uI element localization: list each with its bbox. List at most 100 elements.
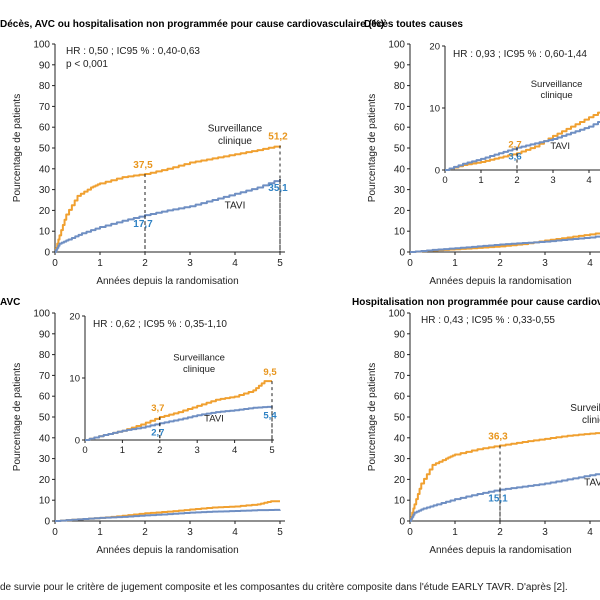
inset-series-label: TAVI [204, 413, 224, 424]
y-tick-label: 70 [39, 371, 51, 382]
y-tick-label: 80 [394, 350, 406, 361]
y-tick-label: 90 [394, 60, 406, 71]
inset-x-tick-label: 1 [478, 175, 483, 186]
y-tick-label: 70 [39, 102, 51, 113]
chart-hospitalisation: 0 10 20 30 40 50 60 70 80 90 100 0 1 2 3 4 Pourcentage d… [367, 309, 600, 556]
inset-series-line-surveillance [445, 111, 600, 171]
inset-x-tick-label: 1 [120, 445, 125, 456]
y-tick-label: 0 [44, 517, 50, 528]
y-tick-label: 40 [394, 433, 406, 444]
chart3-title: AVC [0, 297, 20, 308]
chart2-title: Décès toutes causes [364, 19, 463, 30]
inset-x-tick-label: 4 [232, 445, 237, 456]
inset-x-tick-label: 0 [442, 175, 447, 186]
inset-hr-text: HR : 0,93 ; IC95 % : 0,60-1,44 [453, 49, 587, 60]
inset-x-tick-label: 5 [269, 445, 274, 456]
y-tick-label: 100 [33, 309, 50, 320]
x-tick-label: 2 [497, 527, 503, 538]
y-tick-label: 30 [394, 185, 406, 196]
figure-caption: de survie pour le critère de jugement co… [0, 582, 568, 593]
x-tick-label: 4 [232, 258, 238, 269]
inset-series-line-tavi [445, 120, 600, 171]
series-line-tavi [55, 508, 281, 522]
x-tick-label: 5 [277, 527, 283, 538]
x-tick-label: 3 [187, 527, 193, 538]
y-tick-label: 90 [394, 329, 406, 340]
inset-x-tick-label: 0 [82, 445, 87, 456]
inset-series-line-tavi [85, 405, 273, 441]
y-tick-label: 30 [39, 185, 51, 196]
x-tick-label: 0 [52, 258, 58, 269]
inset-x-tick-label: 3 [195, 445, 200, 456]
inset-x-tick-label: 3 [550, 175, 555, 186]
x-tick-label: 1 [97, 258, 103, 269]
x-tick-label: 0 [52, 527, 58, 538]
y-tick-label: 10 [394, 227, 406, 238]
y-tick-label: 50 [394, 144, 406, 155]
chart-composite: 0 10 20 30 40 50 60 70 80 90 100 0 1 2 3 4 5 Pourcentage … [12, 40, 288, 288]
chart1-title: Décès, AVC ou hospitalisation non progra… [0, 19, 384, 30]
inset-y-tick-label: 20 [69, 312, 80, 323]
series-label: Surveillan [570, 403, 600, 414]
x-tick-label: 4 [587, 527, 593, 538]
series-label: clinique [218, 136, 252, 147]
y-tick-label: 80 [39, 350, 51, 361]
y-tick-label: 80 [394, 81, 406, 92]
chart4-title: Hospitalisation non programmée pour caus… [352, 297, 600, 308]
x-axis-label: Années depuis la randomisation [429, 545, 571, 556]
y-tick-label: 0 [399, 248, 405, 259]
x-tick-label: 4 [587, 258, 593, 269]
inset-y-tick-label: 0 [435, 166, 440, 177]
inset-y-tick-label: 10 [69, 374, 80, 385]
y-tick-label: 0 [44, 248, 50, 259]
y-tick-label: 50 [39, 144, 51, 155]
y-tick-label: 100 [33, 40, 50, 51]
series-line-tavi [410, 235, 600, 253]
series-label: TAVI [225, 200, 246, 211]
inset-series-label: clinique [183, 364, 215, 375]
y-axis-label: Pourcentage de patients [367, 94, 378, 202]
annotation-value: 51,2 [268, 132, 288, 143]
x-axis-label: Années depuis la randomisation [96, 276, 238, 287]
inset-series-label: clinique [540, 90, 572, 101]
inset-x-tick-label: 2 [157, 445, 162, 456]
y-axis-label: Pourcentage de patients [367, 363, 378, 471]
x-tick-label: 0 [407, 527, 413, 538]
x-tick-label: 2 [497, 258, 503, 269]
hr-text: HR : 0,50 ; IC95 % : 0,40-0,63 [66, 46, 200, 57]
x-tick-label: 3 [542, 527, 548, 538]
y-tick-label: 10 [39, 227, 51, 238]
y-tick-label: 20 [394, 206, 406, 217]
inset-annotation-value: 3,6 [508, 152, 521, 163]
y-tick-label: 20 [39, 206, 51, 217]
x-tick-label: 2 [142, 258, 148, 269]
y-tick-label: 100 [388, 309, 405, 320]
inset-y-tick-label: 10 [429, 104, 440, 115]
y-tick-label: 60 [39, 123, 51, 134]
y-tick-label: 0 [399, 517, 405, 528]
inset-x-tick-label: 4 [586, 175, 591, 186]
annotation-value: 36,3 [488, 431, 508, 442]
y-tick-label: 70 [394, 102, 406, 113]
annotation-value: 37,5 [133, 160, 153, 171]
y-tick-label: 100 [388, 40, 405, 51]
inset-x-tick-label: 2 [514, 175, 519, 186]
y-axis-label: Pourcentage de patients [12, 94, 23, 202]
x-tick-label: 2 [142, 527, 148, 538]
inset-series-label: Surveillance [531, 79, 583, 90]
series-line-surveillance [410, 432, 600, 522]
y-tick-label: 80 [39, 81, 51, 92]
inset-series-label: Surveillance [173, 353, 225, 364]
x-tick-label: 3 [187, 258, 193, 269]
y-tick-label: 70 [394, 371, 406, 382]
inset-series-label: TAVI [550, 141, 570, 152]
x-tick-label: 1 [97, 527, 103, 538]
inset-annotation-value: 2,7 [151, 427, 164, 438]
hr-text: HR : 0,43 ; IC95 % : 0,33-0,55 [421, 315, 555, 326]
p-value-text: p < 0,001 [66, 59, 108, 70]
x-tick-label: 3 [542, 258, 548, 269]
x-tick-label: 4 [232, 527, 238, 538]
inset-hr-text: HR : 0,62 ; IC95 % : 0,35-1,10 [93, 319, 227, 330]
